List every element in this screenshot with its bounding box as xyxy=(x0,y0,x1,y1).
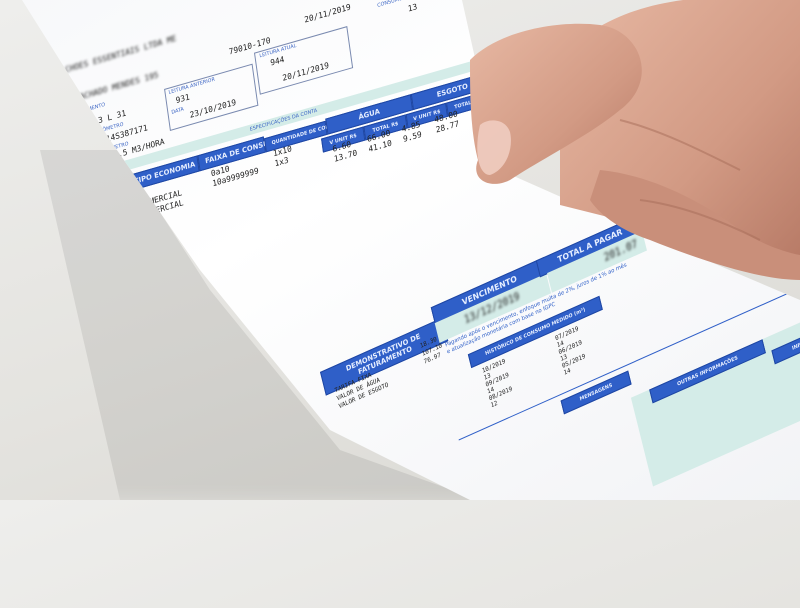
fingers xyxy=(590,170,800,280)
hand xyxy=(470,0,800,280)
photo-scene: MPM COLCHOES ESSENTIAIS LTDA ME R MACHAD… xyxy=(22,0,800,500)
thumbnail-icon xyxy=(477,120,511,175)
thumb xyxy=(470,23,642,184)
